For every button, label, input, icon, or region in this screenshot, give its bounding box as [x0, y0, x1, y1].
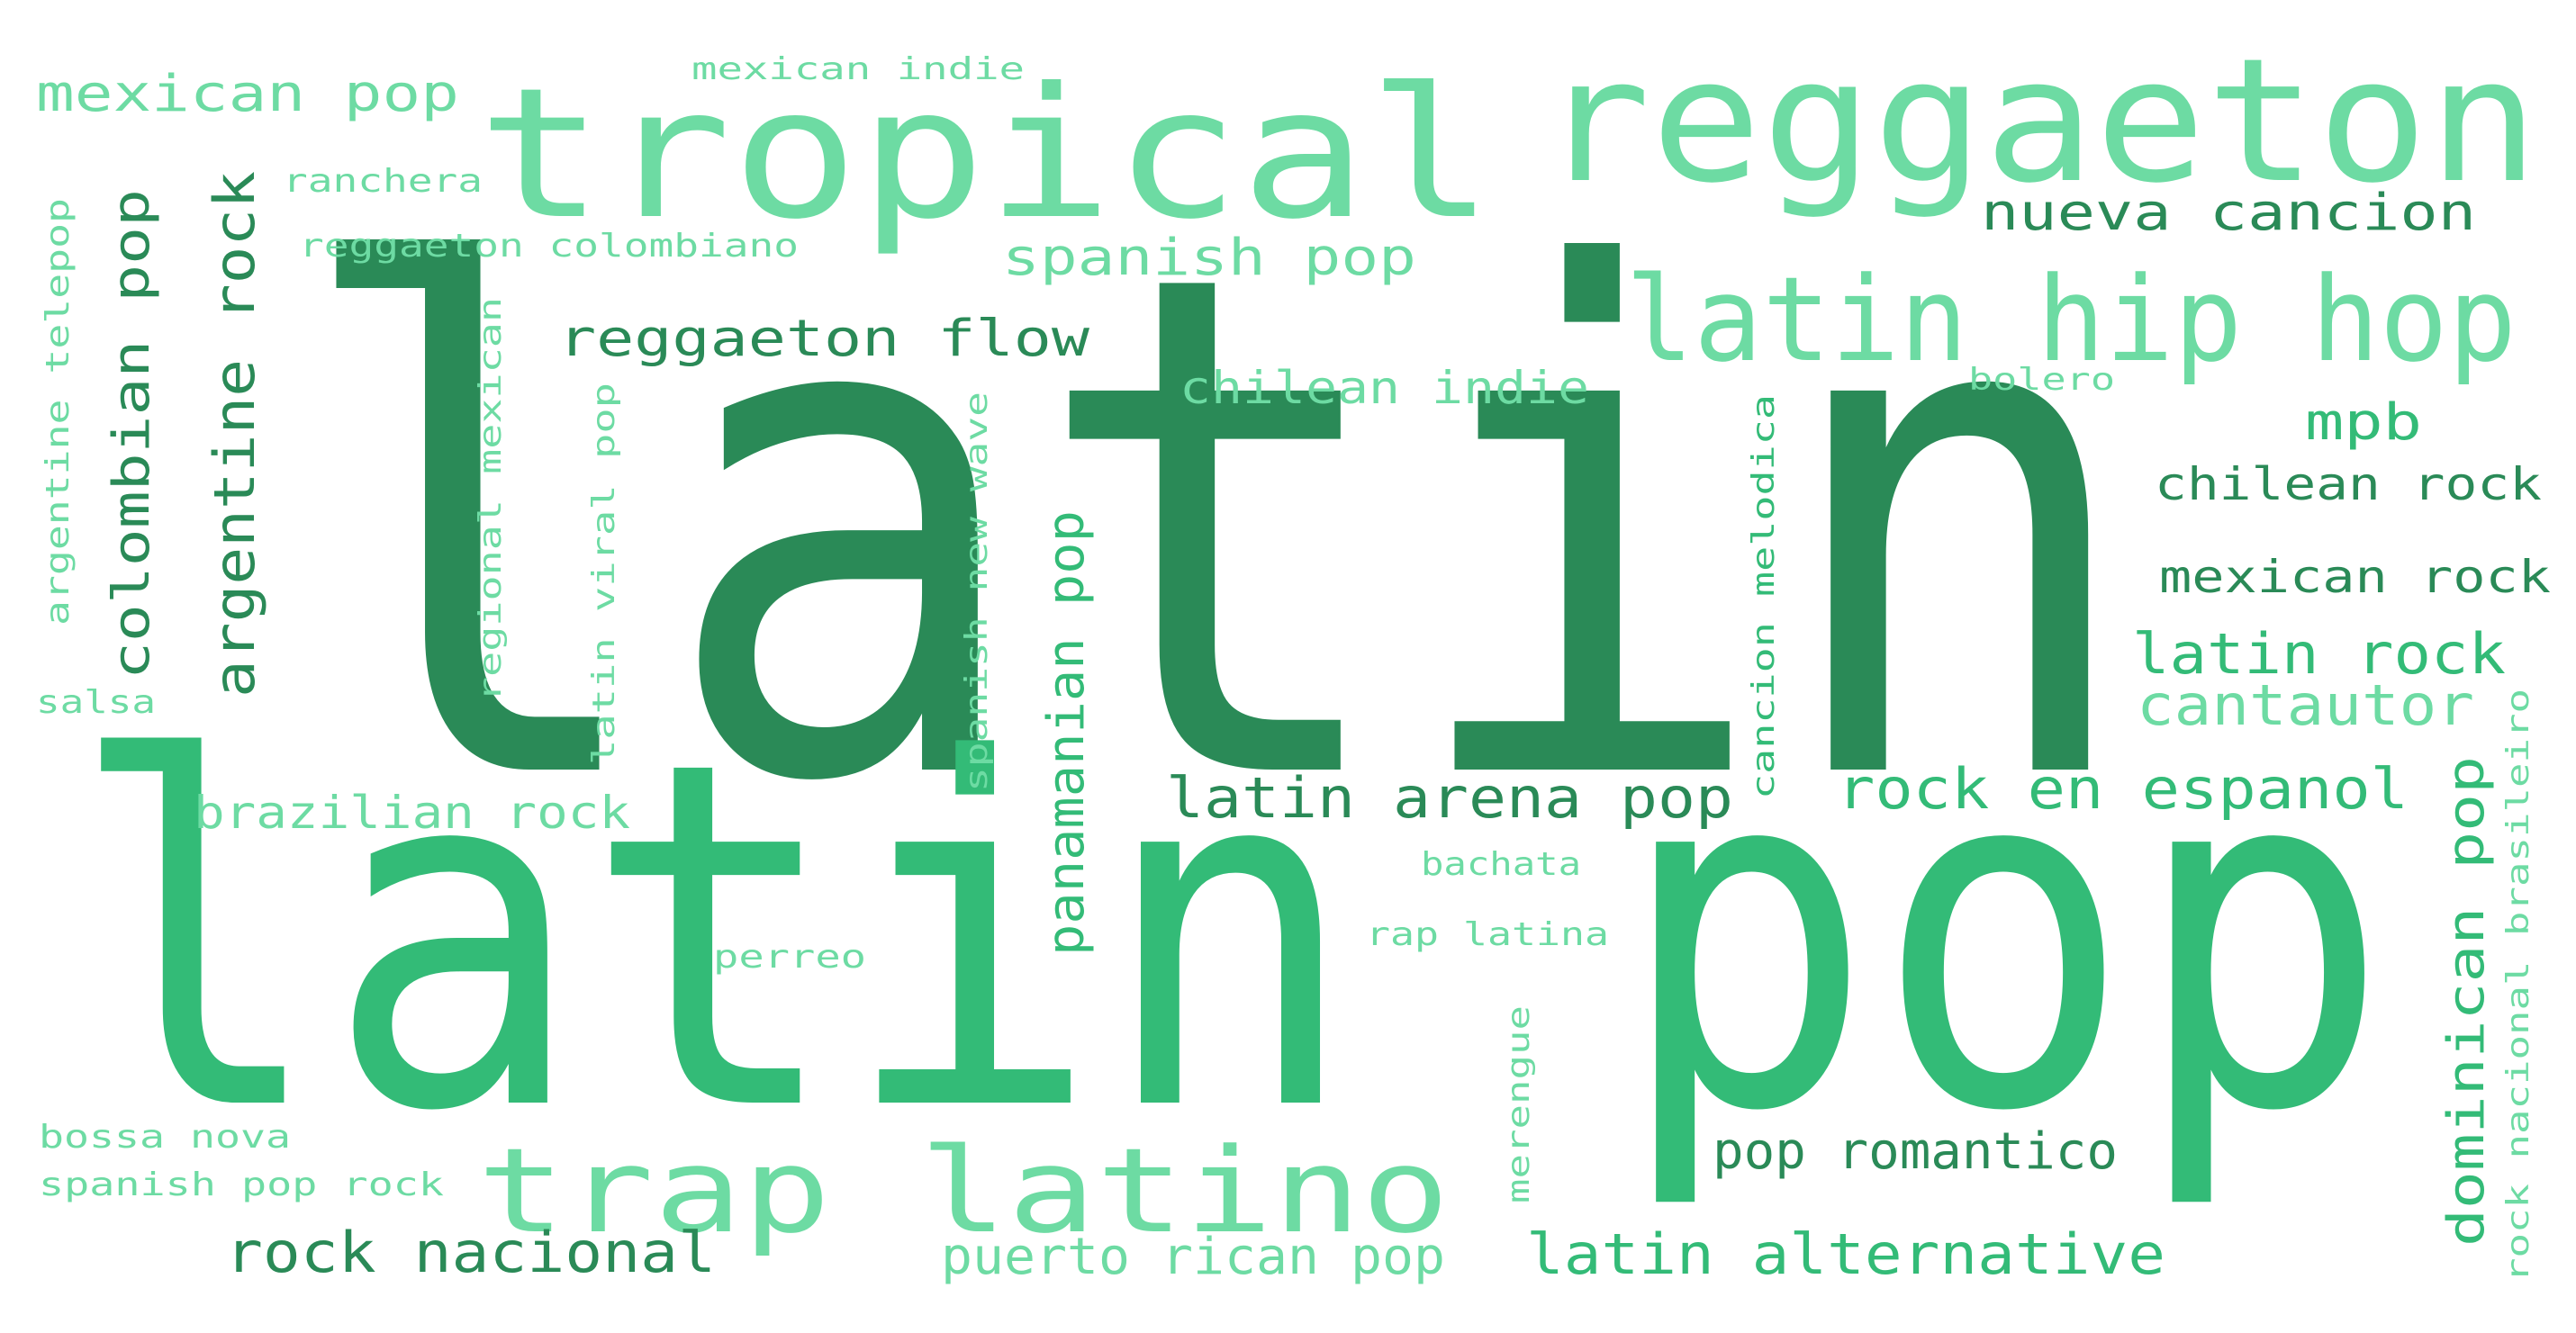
word-ranchera: ranchera: [283, 163, 483, 200]
word-reggaeton-flow: reggaeton flow: [558, 310, 1089, 368]
word-reggaeton: reggaeton: [1540, 22, 2539, 221]
word-latin-rock: latin rock: [2132, 621, 2506, 687]
word-tropical: tropical: [477, 50, 1495, 259]
word-latin-viral-pop: latin viral pop: [586, 383, 622, 765]
word-panamanian-pop: panamanian pop: [1037, 510, 1096, 956]
word-bossa-nova: bossa nova: [39, 1119, 291, 1156]
word-regional-mexican: regional mexican: [473, 297, 509, 702]
word-mexican-indie: mexican indie: [691, 51, 1025, 87]
word-mpb: mpb: [2305, 393, 2422, 452]
word-latin-alternative: latin alternative: [1526, 1221, 2165, 1287]
word-trap-latino: trap latino: [477, 1122, 1450, 1259]
word-bolero: bolero: [1968, 362, 2115, 398]
word-mexican-rock: mexican rock: [2159, 551, 2551, 603]
word-cancion-melodica: cancion melodica: [1746, 394, 1782, 799]
word-chilean-rock: chilean rock: [2155, 458, 2542, 510]
word-dominican-pop: dominican pop: [2437, 756, 2496, 1247]
word-chilean-indie: chilean indie: [1180, 362, 1589, 414]
word-spanish-pop-rock: spanish pop rock: [39, 1166, 444, 1203]
word-spanish-pop: spanish pop: [1002, 229, 1416, 287]
word-argentine-rock: argentine rock: [202, 171, 267, 698]
word-rock-nacional-brasileiro: rock nacional brasileiro: [2500, 689, 2536, 1283]
word-mexican-pop: mexican pop: [36, 65, 459, 123]
word-pop-romantico: pop romantico: [1713, 1122, 2118, 1181]
word-latin-hip-hop: latin hip hop: [1625, 251, 2517, 388]
word-reggaeton-colombiano: reggaeton colombiano: [299, 228, 799, 265]
word-brazilian-rock: brazilian rock: [194, 787, 630, 839]
word-cantautor: cantautor: [2137, 672, 2474, 738]
word-latin-pop: latin pop: [68, 660, 2391, 1215]
word-perreo: perreo: [713, 939, 866, 976]
word-puerto-rican-pop: puerto rican pop: [941, 1228, 1445, 1286]
word-latin-arena-pop: latin arena pop: [1166, 765, 1733, 831]
word-spanish-new-wave: spanish new wave: [959, 392, 995, 792]
word-argentine-telepop: argentine telepop: [40, 198, 77, 626]
word-latin: latin: [288, 126, 2143, 933]
word-colombian-pop: colombian pop: [103, 189, 161, 680]
word-bachata: bachata: [1421, 846, 1581, 883]
word-rap-latina: rap latina: [1366, 916, 1609, 953]
word-merengue: merengue: [1501, 1005, 1537, 1203]
word-nueva-cancion: nueva cancion: [1981, 184, 2476, 242]
word-salsa: salsa: [36, 684, 156, 721]
word-rock-nacional: rock nacional: [225, 1220, 716, 1285]
word-rock-en-espanol: rock en espanol: [1837, 756, 2409, 822]
